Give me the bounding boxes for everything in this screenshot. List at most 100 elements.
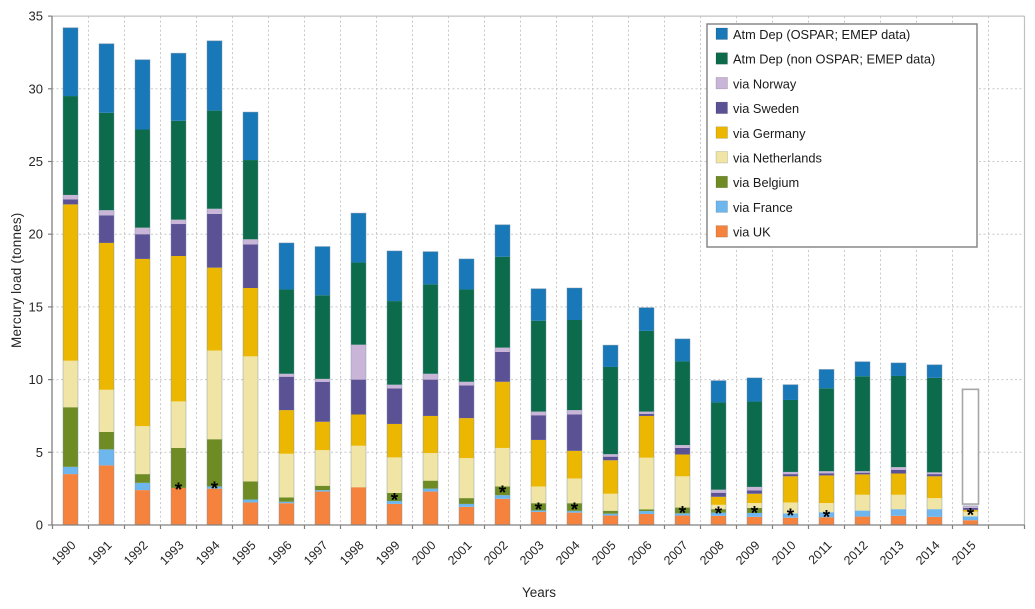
bar-segment [639, 513, 654, 525]
asterisk-marker: * [211, 479, 219, 500]
bar-segment [423, 373, 438, 380]
bar-segment [783, 476, 798, 503]
bar-segment [243, 356, 258, 482]
bar-segment [63, 27, 78, 97]
y-tick-label: 20 [29, 227, 43, 242]
bar-segment [135, 474, 150, 483]
bar-segment [891, 509, 906, 516]
bar-segment [495, 495, 510, 499]
bar-segment [783, 399, 798, 472]
bar-segment [891, 469, 906, 474]
bar-segment [315, 381, 330, 422]
bar-segment [747, 486, 762, 491]
bar-segment [207, 40, 222, 111]
bar-segment [351, 262, 366, 345]
bar-segment [351, 487, 366, 525]
bar-segment [279, 503, 294, 525]
bar-segment [459, 498, 474, 504]
bar-segment [531, 320, 546, 412]
vertical-gridlines [88, 16, 989, 525]
y-tick-label: 30 [29, 81, 43, 96]
bar-segment [99, 465, 114, 525]
legend-swatch [715, 175, 728, 188]
bar-segment [99, 43, 114, 113]
legend-box [706, 23, 978, 248]
bar-segment [279, 242, 294, 290]
bar-segment [423, 480, 438, 489]
bar-segment [531, 288, 546, 321]
bar-segment [459, 385, 474, 419]
x-tick-label: 2013 [877, 538, 907, 568]
bar-segment [675, 338, 690, 362]
legend-label: via Sweden [733, 101, 799, 116]
x-tick-label: 2008 [697, 538, 727, 568]
bar-segment [243, 502, 258, 525]
bar-segment [207, 110, 222, 209]
bar-segment [747, 401, 762, 487]
bar-segment [459, 458, 474, 499]
bar-segment [351, 445, 366, 488]
legend-label: via France [733, 200, 793, 215]
legend-label: via Germany [733, 126, 806, 141]
legend-label: Atm Dep (OSPAR; EMEP data) [733, 27, 910, 42]
bar-segment [675, 476, 690, 508]
bar-segment [927, 377, 942, 473]
bar-segment [675, 361, 690, 446]
bar-segment [567, 410, 582, 415]
x-tick-label: 2015 [949, 538, 979, 568]
bar-segment [819, 369, 834, 389]
asterisk-marker: * [751, 503, 759, 524]
bar-segment [207, 267, 222, 351]
bar-segment [711, 489, 726, 493]
bar-segment [459, 381, 474, 386]
bar-segment [963, 509, 978, 512]
x-tick-label: 1991 [85, 538, 115, 568]
bar-segment [639, 411, 654, 414]
bar-segment [711, 402, 726, 490]
bar-segment [99, 215, 114, 243]
bar-segment [531, 503, 546, 511]
x-tick-label: 1998 [337, 538, 367, 568]
bar-segment [531, 486, 546, 504]
bar-segment [387, 388, 402, 424]
bar-segment [783, 384, 798, 400]
bar-segment [423, 251, 438, 285]
bar-segment [135, 482, 150, 491]
bar-segment [135, 490, 150, 525]
bar-segment [459, 289, 474, 382]
legend-swatch [715, 200, 728, 213]
bar-segment [135, 59, 150, 130]
bar-segment [243, 499, 258, 503]
bar-segment [783, 502, 798, 514]
y-tick-label: 25 [29, 154, 43, 169]
bar-segment [99, 242, 114, 390]
legend-swatch [715, 101, 728, 114]
bar-segment [855, 474, 870, 495]
bar-segment [207, 486, 222, 489]
bar-segment [243, 160, 258, 240]
bar-segment [63, 204, 78, 361]
bar-segment [567, 319, 582, 411]
bar-segment [243, 112, 258, 161]
bar-segment [171, 447, 186, 488]
bar-segment [171, 219, 186, 225]
legend-item: Atm Dep (OSPAR; EMEP data) [715, 27, 910, 42]
bar-segment [495, 347, 510, 352]
bar-segment [855, 361, 870, 377]
bar-segment [675, 515, 690, 525]
bar-segment [747, 493, 762, 504]
bar-segment [387, 457, 402, 494]
bar-segment [171, 224, 186, 257]
x-tick-label: 2006 [625, 538, 655, 568]
x-axis-title: Years [521, 585, 557, 600]
x-tick-label: 2010 [769, 538, 799, 568]
x-tick-label: 2002 [481, 538, 511, 568]
bar-segment [819, 503, 834, 513]
x-tick-label: 2004 [553, 538, 583, 568]
bar-segment [63, 474, 78, 525]
bar-segment [279, 453, 294, 498]
bar-segment [747, 507, 762, 513]
x-tick-label: 1990 [49, 538, 79, 568]
bar-segment [495, 486, 510, 496]
legend-item: Atm Dep (non OSPAR; EMEP data) [715, 52, 935, 67]
